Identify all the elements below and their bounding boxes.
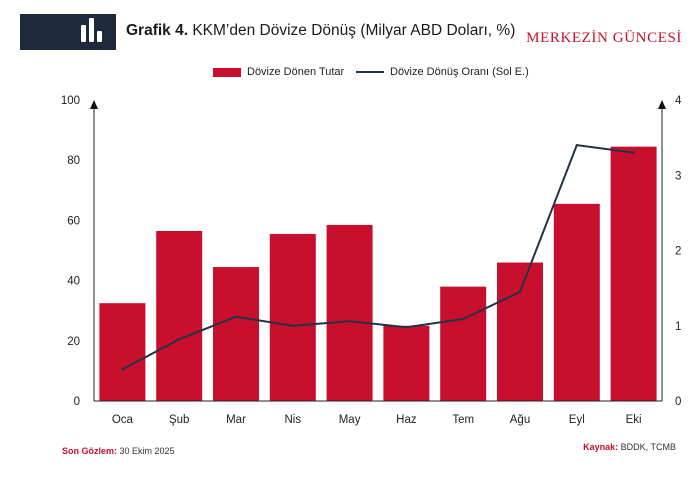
left-tick-label: 20: [67, 336, 80, 348]
legend-label-bar: Dövize Dönen Tutar: [247, 66, 345, 78]
last-observation-label: Son Gözlem:: [62, 446, 118, 456]
rate-point-Eyl: [575, 143, 578, 147]
bar-Mar: [213, 267, 259, 401]
rate-point-Nis: [291, 324, 294, 327]
chart-header: Grafik 4. KKM’den Dövize Dönüş (Milyar A…: [0, 0, 700, 60]
bar-Şub: [156, 230, 203, 401]
x-tick-label: May: [339, 414, 361, 426]
x-tick-label: Nis: [284, 414, 301, 426]
rate-point-Tem: [462, 317, 465, 321]
rate-point-Şub: [178, 338, 181, 341]
title-text: KKM’den Dövize Dönüş (Milyar ABD Doları,…: [192, 22, 516, 39]
source-value: BDDK, TCMB: [620, 442, 676, 452]
bar-Nis: [269, 233, 316, 401]
tick-labels: 0 20 40 60 80 100 0 1 2 3 4 Oca Şub Mar Nis May Haz Tem Ağ…: [61, 95, 682, 426]
brand-name: MERKEZİN GÜNCESİ: [526, 30, 682, 46]
left-tick-label: 60: [67, 215, 80, 227]
right-axis-arrow: [658, 100, 666, 109]
source: Kaynak: BDDK, TCMB: [583, 442, 676, 452]
left-tick-label: 80: [67, 155, 80, 167]
bar-Eyl: [553, 203, 600, 401]
left-tick-label: 0: [74, 396, 80, 408]
line-series: [121, 143, 635, 371]
right-tick-label: 4: [675, 95, 682, 107]
bar-Haz: [383, 325, 430, 401]
rate-point-Oca: [121, 368, 124, 371]
bar-May: [326, 224, 373, 401]
legend-item-line: Dövize Dönüş Oranı (Sol E.): [356, 66, 529, 78]
x-tick-label: Eyl: [569, 414, 585, 426]
right-tick-label: 3: [675, 170, 681, 182]
rate-point-Ağu: [518, 290, 522, 294]
last-observation-value: 30 Ekim 2025: [119, 446, 175, 456]
bar-Eki: [610, 146, 657, 401]
right-tick-label: 2: [675, 246, 681, 258]
rate-point-Eki: [632, 151, 635, 154]
legend-swatch-line: [356, 71, 384, 73]
rate-point-Haz: [405, 326, 408, 329]
rate-point-May: [348, 320, 351, 323]
rate-line: [121, 144, 634, 371]
x-tick-label: Eki: [626, 414, 642, 426]
left-tick-label: 40: [67, 276, 80, 288]
left-tick-label: 100: [61, 95, 80, 107]
bar-Oca: [99, 303, 146, 401]
x-tick-label: Şub: [169, 414, 189, 426]
right-tick-label: 0: [675, 396, 681, 408]
bar-Ağu: [497, 262, 543, 401]
rate-point-Mar: [234, 315, 238, 318]
source-label: Kaynak:: [583, 442, 619, 452]
x-tick-label: Oca: [112, 414, 134, 426]
title-prefix: Grafik 4.: [126, 22, 189, 39]
bar-series: [99, 146, 657, 401]
legend-swatch-bar: [213, 67, 241, 77]
legend-label-line: Dövize Dönüş Oranı (Sol E.): [390, 66, 529, 78]
axes: [90, 100, 666, 402]
chart-title: Grafik 4. KKM’den Dövize Dönüş (Milyar A…: [126, 22, 515, 40]
bar-Tem: [440, 286, 487, 401]
x-tick-label: Tem: [452, 414, 474, 426]
legend-item-bar: Dövize Dönen Tutar: [213, 66, 344, 78]
left-axis-arrow: [90, 100, 98, 109]
x-tick-label: Mar: [226, 414, 246, 426]
legend: Dövize Dönen Tutar Dövize Dönüş Oranı (S…: [0, 66, 700, 84]
right-tick-label: 1: [675, 321, 681, 333]
bar-chart-icon: [81, 18, 102, 42]
last-observation: Son Gözlem: 30 Ekim 2025: [62, 446, 175, 456]
x-tick-label: Haz: [396, 414, 417, 426]
logo: [20, 14, 116, 50]
x-tick-label: Ağu: [510, 414, 530, 426]
